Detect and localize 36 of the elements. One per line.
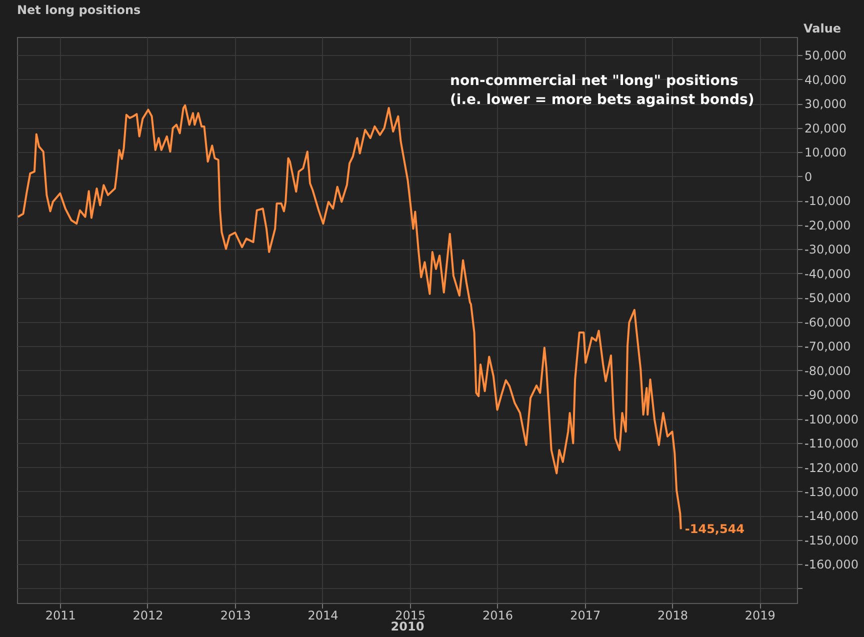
y-tick-label: -100,000 xyxy=(804,412,858,426)
y-tick-label: -50,000 xyxy=(804,291,851,306)
x-tick-label: 2012 xyxy=(132,608,164,622)
x-tick-label: 2015 xyxy=(395,608,426,622)
y-tick-label: 40,000 xyxy=(804,72,846,87)
y-tick-label: -140,000 xyxy=(804,509,858,524)
y-tick-label: -80,000 xyxy=(804,364,851,378)
y-tick-label: -110,000 xyxy=(804,436,858,451)
x-tick-label: 2016 xyxy=(482,608,514,622)
y-tick-label: -20,000 xyxy=(804,218,851,232)
x-tick-label: 2014 xyxy=(308,608,338,622)
annotation: -145,544 xyxy=(684,522,745,536)
y-tick-label: -60,000 xyxy=(804,315,851,330)
y-tick-label: -70,000 xyxy=(804,340,851,354)
annotation: non-commercial net "long" positions (i.e. lower = more bets against bonds) xyxy=(450,73,754,108)
x-tick-label: 2013 xyxy=(220,608,251,622)
y-tick-label: -150,000 xyxy=(804,533,858,548)
x-tick-label: 2011 xyxy=(45,608,76,622)
y-tick-label: -90,000 xyxy=(804,388,851,402)
y-tick-label: 10,000 xyxy=(804,146,846,160)
x-tick-label: 2018 xyxy=(657,608,688,622)
y-tick-label: 20,000 xyxy=(804,121,846,136)
chart-title: Net long positions xyxy=(17,3,141,17)
y-tick-label: -130,000 xyxy=(804,484,858,499)
y-tick-label: -30,000 xyxy=(804,242,851,257)
y-tick-label: -160,000 xyxy=(804,558,858,572)
y-tick-label: 50,000 xyxy=(804,48,846,63)
y-axis-title: Value xyxy=(804,22,842,36)
x-tick-label: 2019 xyxy=(744,608,776,622)
y-tick-label: 0 xyxy=(804,170,812,184)
y-tick-label: -10,000 xyxy=(804,194,851,208)
y-tick-label: -120,000 xyxy=(804,460,858,475)
y-tick-label: 30,000 xyxy=(804,97,846,112)
x-axis-title: 2010 xyxy=(390,620,424,634)
y-tick-label: -40,000 xyxy=(804,266,851,281)
x-tick-label: 2017 xyxy=(570,608,601,622)
